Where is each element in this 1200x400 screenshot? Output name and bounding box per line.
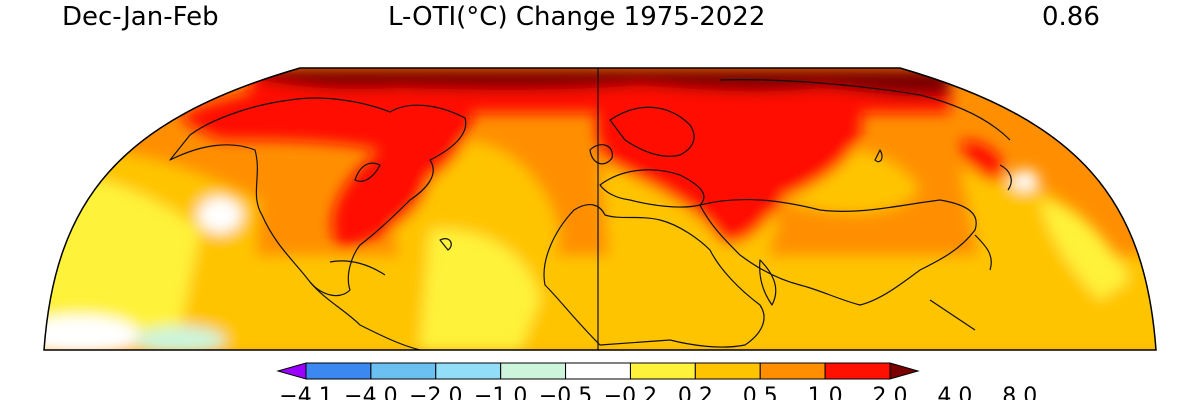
legend-tick-label: 8.0 [1002, 384, 1037, 400]
legend-swatch [889, 362, 920, 380]
legend-swatch [824, 362, 891, 380]
legend-swatch [370, 362, 437, 380]
legend-tick-label: −2.0 [409, 384, 462, 400]
legend-tick-label: 1.0 [808, 384, 843, 400]
legend-tick-label: −4.0 [344, 384, 397, 400]
legend-swatch [759, 362, 826, 380]
legend-tick-label: 0.2 [678, 384, 713, 400]
legend-swatch [500, 362, 567, 380]
coastlines [169, 79, 1012, 350]
legend-swatch [565, 362, 631, 380]
global-mean-value: 0.86 [1042, 2, 1100, 32]
legend-swatch [629, 362, 696, 380]
legend-tick-label: 4.0 [937, 384, 972, 400]
legend-swatch [435, 362, 502, 380]
map-title: L-OTI(°C) Change 1975-2022 [388, 2, 766, 32]
legend-tick-label: −0.2 [604, 384, 657, 400]
legend-tick-label: 0.5 [743, 384, 778, 400]
map-fill [44, 68, 1156, 350]
legend-swatch [276, 362, 307, 380]
legend-tick-label: −1.0 [474, 384, 527, 400]
legend-tick-label: −0.5 [539, 384, 592, 400]
legend-swatch [305, 362, 372, 380]
globe-outline [43, 67, 1157, 351]
legend-tick-label: 2.0 [873, 384, 908, 400]
legend-swatch [694, 362, 761, 380]
season-label: Dec-Jan-Feb [62, 2, 219, 32]
legend-tick-label: −4.1 [279, 384, 332, 400]
